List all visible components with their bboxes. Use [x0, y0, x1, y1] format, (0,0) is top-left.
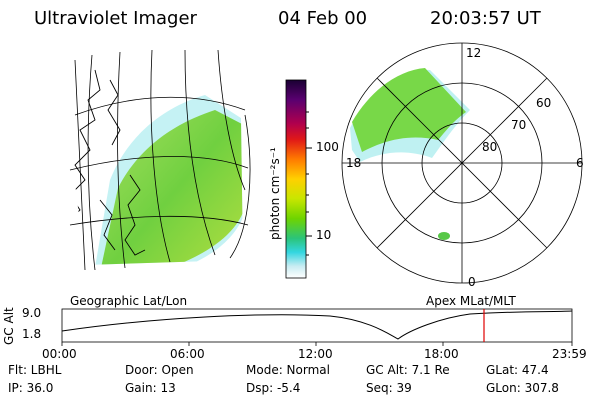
- mlt-label-6: 6: [576, 156, 584, 170]
- mlt-label-0: 0: [468, 275, 476, 289]
- graticule: [69, 49, 249, 271]
- altitude-timeline: [61, 308, 573, 346]
- earth-limb: [74, 59, 251, 271]
- ip-info: IP: 36.0: [8, 381, 54, 395]
- glon-info: GLon: 307.8: [486, 381, 559, 395]
- colorbar-tick-10: 10: [316, 228, 332, 242]
- timeline-ytick-low: 1.8: [22, 327, 42, 341]
- polar-plot: [341, 42, 583, 284]
- altitude-curve: [61, 310, 573, 340]
- instrument-title: Ultraviolet Imager: [34, 8, 197, 29]
- glat-info: GLat: 47.4: [486, 363, 549, 377]
- mlt-label-12: 12: [466, 46, 482, 60]
- mode-info: Mode: Normal: [246, 363, 330, 377]
- timeline-xtick-1800: 18:00: [424, 347, 459, 361]
- time-label: 20:03:57 UT: [430, 8, 541, 29]
- timeline-xtick-1200: 12:00: [298, 347, 333, 361]
- geo-caption: Geographic Lat/Lon: [70, 294, 188, 308]
- polar-caption: Apex MLat/MLT: [426, 294, 516, 308]
- mlat-label-60: 60: [536, 96, 552, 110]
- aurora-spot: [438, 232, 450, 240]
- date-label: 04 Feb 00: [278, 8, 368, 29]
- mlat-label-70: 70: [511, 118, 527, 132]
- geographic-map: [64, 49, 251, 271]
- mlt-label-18: 18: [346, 156, 362, 170]
- gain-info: Gain: 13: [125, 381, 176, 395]
- timeline-axis-label: GC Alt: [2, 307, 16, 345]
- door-info: Door: Open: [125, 363, 194, 377]
- timeline-xtick-0000: 00:00: [42, 347, 77, 361]
- dsp-info: Dsp: -5.4: [246, 381, 301, 395]
- seq-info: Seq: 39: [366, 381, 412, 395]
- timeline-xtick-0600: 06:00: [170, 347, 205, 361]
- timeline-ytick-high: 9.0: [22, 306, 42, 320]
- colorbar-tick-100: 100: [316, 140, 339, 154]
- filter-info: Flt: LBHL: [8, 363, 62, 377]
- gc-alt-info: GC Alt: 7.1 Re: [366, 363, 450, 377]
- colorbar-unit-label: photon cm⁻²s⁻¹: [268, 147, 282, 240]
- color-bar: [285, 79, 312, 279]
- mlat-label-80: 80: [482, 140, 498, 154]
- timeline-xtick-2359: 23:59: [552, 347, 587, 361]
- aurora-emission-geo: [98, 110, 243, 265]
